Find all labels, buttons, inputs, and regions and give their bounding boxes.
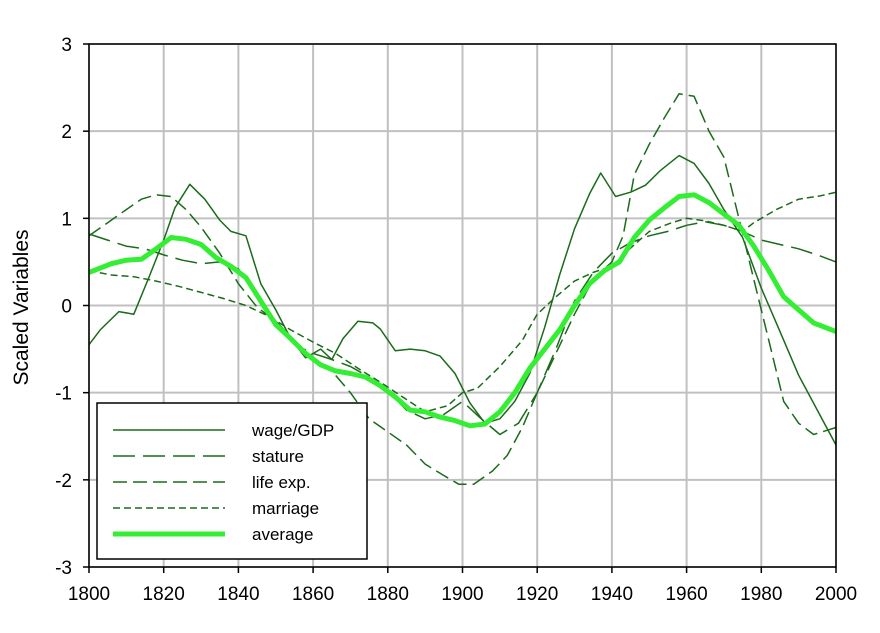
y-tick-label: -2 xyxy=(55,471,72,492)
legend: wage/GDP stature life exp. marriage average xyxy=(96,402,368,560)
series-line-life-exp xyxy=(88,92,837,485)
legend-label: average xyxy=(252,525,313,544)
legend-label: marriage xyxy=(252,499,319,518)
legend-label: wage/GDP xyxy=(251,421,334,440)
y-tick-label: -3 xyxy=(55,558,72,579)
x-tick-label: 1900 xyxy=(441,584,483,605)
x-tick-label: 1920 xyxy=(516,584,558,605)
x-tick-label: 1960 xyxy=(665,584,707,605)
x-axis-tick-labels: 1800 1820 1840 1860 1880 1900 1920 1940 1960 1980… xyxy=(68,567,857,605)
x-tick-label: 1800 xyxy=(68,584,110,605)
x-tick-label: 1840 xyxy=(217,584,259,605)
series-lines xyxy=(88,92,837,485)
y-tick-label: 3 xyxy=(61,35,72,56)
legend-label: stature xyxy=(252,447,304,466)
legend-items: wage/GDP stature life exp. marriage average xyxy=(113,421,334,544)
y-tick-label: 0 xyxy=(61,297,72,318)
y-axis-title: Scaled Variables xyxy=(10,229,33,385)
y-tick-label: -1 xyxy=(55,384,72,405)
x-tick-label: 1860 xyxy=(292,584,334,605)
y-tick-label: 1 xyxy=(61,209,72,230)
series-line-average xyxy=(88,192,837,429)
series-line-wage-gdp xyxy=(88,154,837,446)
x-tick-label: 1980 xyxy=(740,584,782,605)
x-tick-label: 1940 xyxy=(591,584,633,605)
x-tick-label: 1820 xyxy=(143,584,185,605)
legend-label: life exp. xyxy=(252,473,311,492)
x-tick-label: 1880 xyxy=(367,584,409,605)
y-tick-label: 2 xyxy=(61,122,72,143)
x-tick-label: 2000 xyxy=(815,584,857,605)
y-axis-tick-labels: 3 2 1 0 -1 -2 -3 xyxy=(55,35,89,579)
series-line-marriage xyxy=(88,191,837,413)
